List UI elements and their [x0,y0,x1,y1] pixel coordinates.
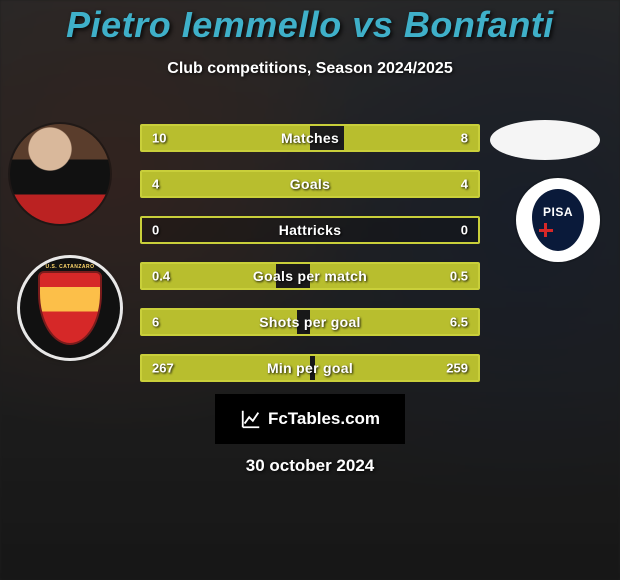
brand-chart-icon [240,408,262,430]
stat-bar: 6 Shots per goal 6.5 [140,308,480,336]
content: Pietro Iemmello vs Bonfanti Club competi… [0,0,620,580]
page-title: Pietro Iemmello vs Bonfanti [0,4,620,46]
stat-bar: 10 Matches 8 [140,124,480,152]
stat-fill-left [142,172,310,196]
stat-bar: 0.4 Goals per match 0.5 [140,262,480,290]
crest-left-shield-icon [38,271,102,345]
player2-club-crest: PISA [516,178,600,262]
stat-value-left: 4 [152,177,159,192]
stat-fill-right [310,172,478,196]
crest-right-shield-icon: PISA [532,189,584,251]
stat-value-left: 10 [152,131,166,146]
stat-label: Shots per goal [259,314,360,330]
player2-name: Bonfanti [404,4,554,45]
stat-value-left: 6 [152,315,159,330]
stat-label: Min per goal [267,360,353,376]
date-text: 30 october 2024 [246,456,375,476]
stat-bar: 4 Goals 4 [140,170,480,198]
player1-name: Pietro Iemmello [66,4,342,45]
stat-value-right: 0.5 [450,269,468,284]
stat-bar: 0 Hattricks 0 [140,216,480,244]
subtitle: Club competitions, Season 2024/2025 [0,60,620,78]
stats-bars: 10 Matches 8 4 Goals 4 0 Hattricks 0 0.4 Goals per… [140,124,480,400]
stat-value-right: 259 [446,361,468,376]
stat-fill-right [344,126,478,150]
stat-label: Goals [290,176,330,192]
stat-value-right: 6.5 [450,315,468,330]
player1-club-crest: U.S. CATANZARO [20,258,120,358]
stat-value-left: 0.4 [152,269,170,284]
stat-value-right: 4 [461,177,468,192]
stat-label: Hattricks [279,222,342,238]
crest-left-label: U.S. CATANZARO [45,264,94,270]
stat-label: Matches [281,130,339,146]
stat-value-left: 267 [152,361,174,376]
stat-bar: 267 Min per goal 259 [140,354,480,382]
brand-box[interactable]: FcTables.com [215,394,405,444]
vs-text: vs [352,4,393,45]
brand-text: FcTables.com [268,409,380,429]
player2-avatar-placeholder [490,120,600,160]
crest-right-label: PISA [543,205,573,219]
stat-value-right: 0 [461,223,468,238]
stat-value-left: 0 [152,223,159,238]
stat-value-right: 8 [461,131,468,146]
stat-label: Goals per match [253,268,367,284]
player1-avatar [10,124,110,224]
